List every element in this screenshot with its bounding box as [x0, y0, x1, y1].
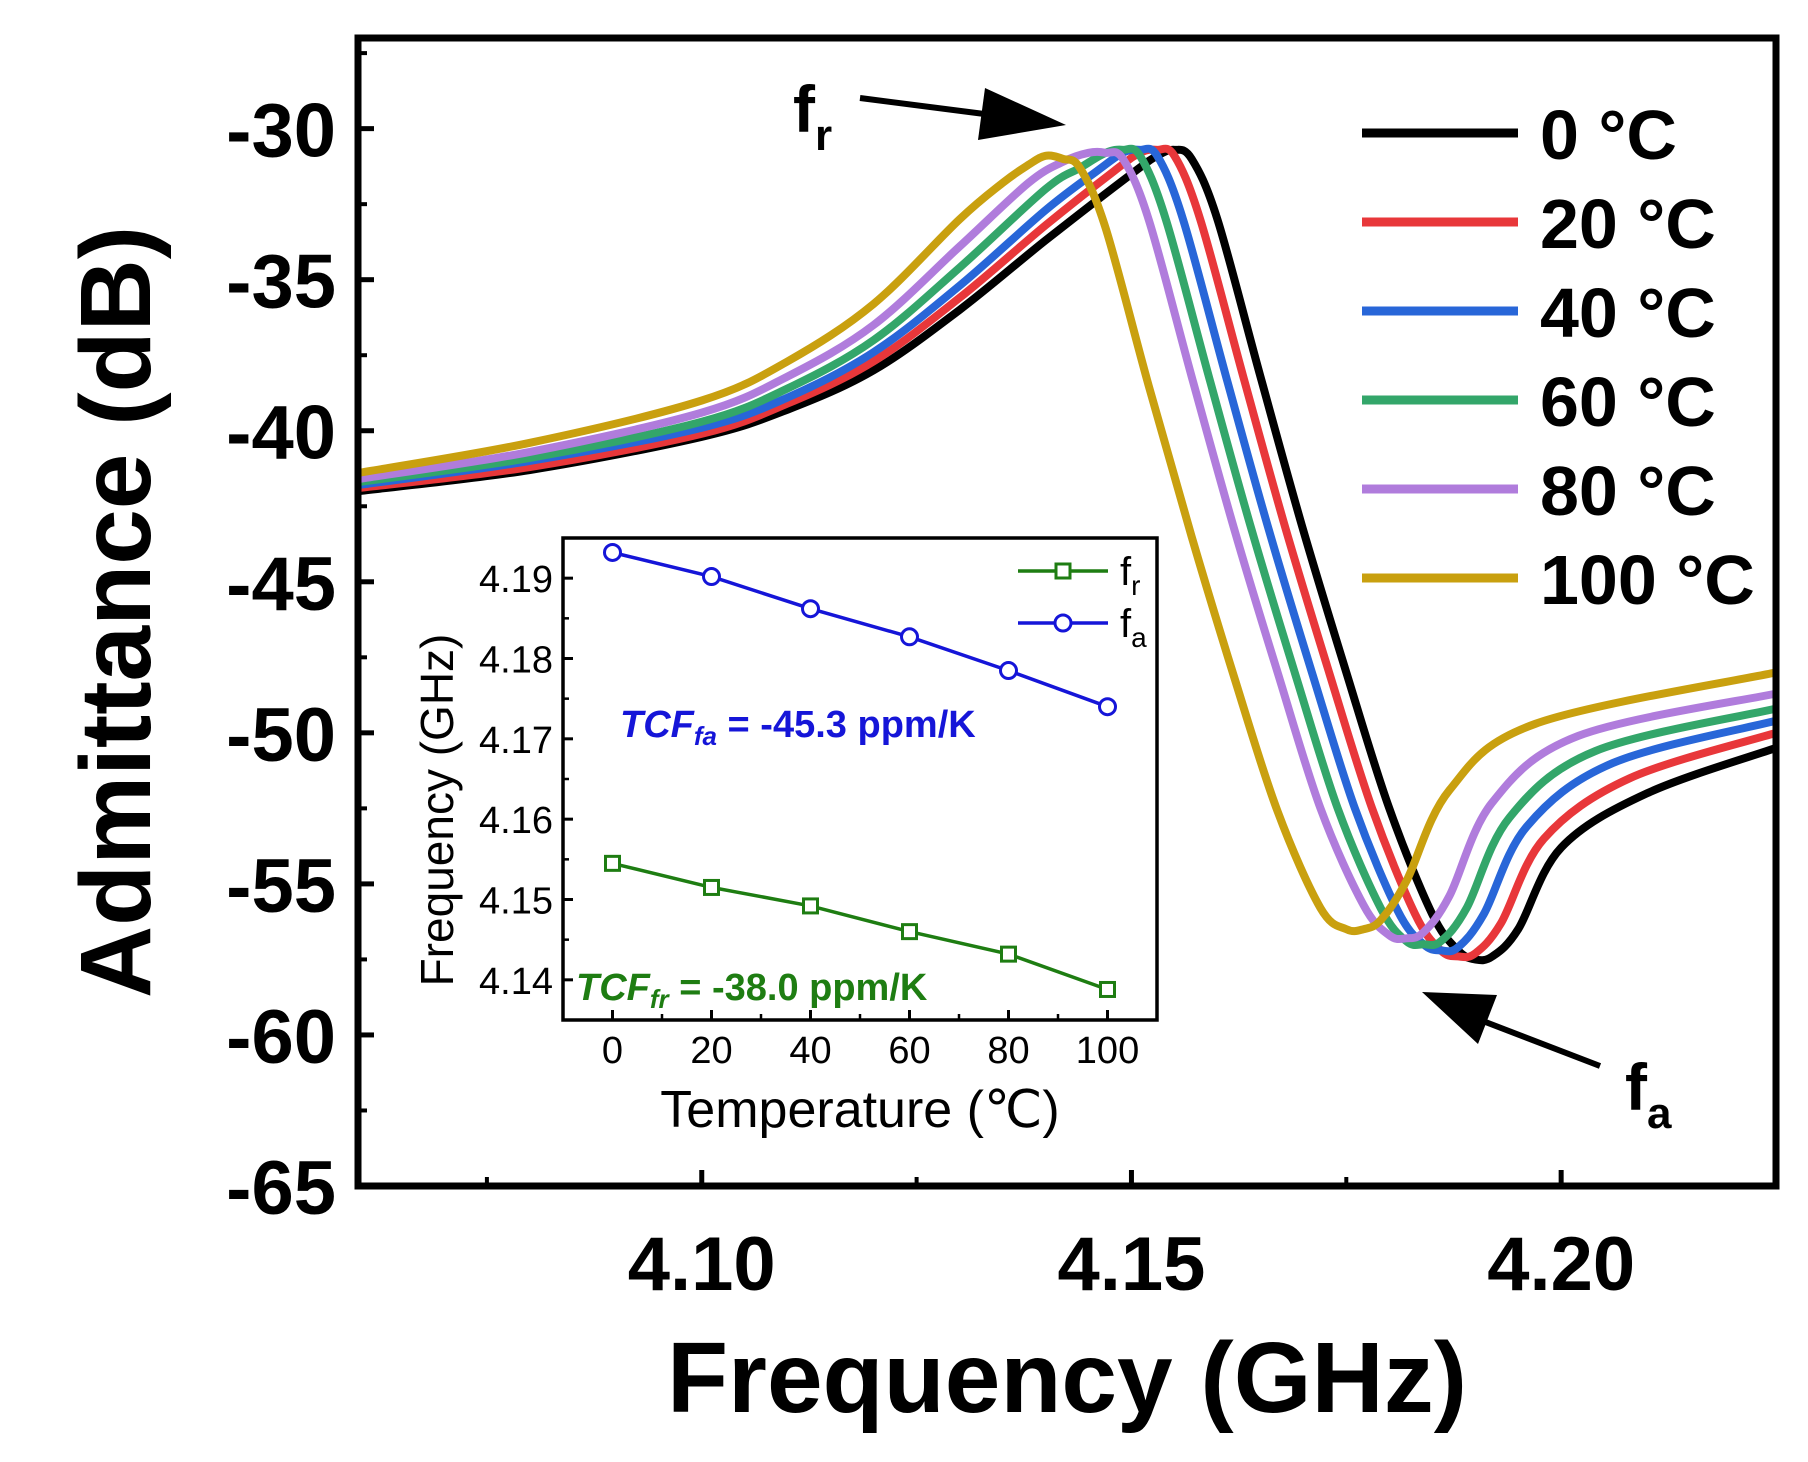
fr-arrow-shaft — [859, 95, 1001, 119]
main-x-axis-label: Frequency (GHz) — [667, 1322, 1467, 1434]
inset-axis-ticks: 4.14 4.15 4.16 4.17 4.18 4.19 0 20 40 60 80 100 — [479, 536, 1159, 1072]
fr-arrow-head — [978, 88, 1066, 140]
inset-x-tick-label: 40 — [789, 1030, 831, 1072]
y-tick-label: -40 — [226, 391, 336, 476]
legend-label-0: 0 °C — [1540, 96, 1677, 174]
series-line-0 — [358, 145, 1776, 965]
inset-y-tick-label: 4.16 — [479, 800, 553, 842]
x-tick-label: 4.15 — [1057, 1222, 1205, 1307]
fr-annotation-label: f — [793, 72, 816, 146]
inset-x-tick-label: 100 — [1076, 1030, 1139, 1072]
legend-label-2: 40 °C — [1540, 274, 1716, 352]
fa-annotation-subscript: a — [1647, 1089, 1672, 1138]
inset-y-axis-label: Frequency (GHz) — [411, 634, 463, 987]
svg-text:fa: fa — [1625, 1050, 1672, 1138]
inset-x-axis-label: Temperature (℃) — [660, 1081, 1059, 1139]
legend-label-1: 20 °C — [1540, 185, 1716, 263]
legend-label-3: 60 °C — [1540, 363, 1716, 441]
fa-annotation-label: f — [1625, 1050, 1648, 1124]
main-axis-ticks: -30 -35 -40 -45 -50 -55 -60 -65 4.10 4.15 4.20 — [226, 51, 1635, 1307]
inset-marker-circle — [702, 567, 721, 587]
inset-series-line-1 — [612, 550, 1109, 709]
inset-marker-square — [703, 878, 720, 896]
fa-arrow-head — [1422, 992, 1497, 1044]
inset-y-tick-label: 4.17 — [479, 720, 553, 762]
fr-annotation-subscript: r — [815, 111, 832, 160]
y-tick-label: -35 — [226, 240, 336, 325]
y-tick-label: -60 — [226, 995, 336, 1080]
inset-marker-circle — [603, 542, 622, 562]
svg-text:fr: fr — [793, 72, 832, 160]
tcf-fa-annotation: TCFfa = -45.3 ppm/K — [620, 704, 976, 751]
x-tick-label: 4.10 — [628, 1222, 776, 1307]
inset-y-tick-label: 4.18 — [479, 640, 553, 682]
inset-y-tick-label: 4.19 — [479, 559, 553, 601]
y-tick-label: -50 — [226, 693, 336, 778]
y-tick-label: -55 — [226, 844, 336, 929]
legend: 0 °C 20 °C 40 °C 60 °C 80 °C 100 °C — [1362, 96, 1755, 619]
fa-annotation: fa — [1422, 992, 1672, 1138]
inset-x-tick-label: 60 — [888, 1030, 930, 1072]
inset-legend-marker-circle — [1053, 613, 1073, 633]
tcf-fr-annotation: TCFfr = -38.0 ppm/K — [576, 967, 928, 1014]
inset-legend-marker-square — [1054, 562, 1072, 580]
inset-marker-circle — [900, 627, 919, 647]
series-line-2 — [358, 144, 1776, 956]
y-tick-label: -65 — [226, 1146, 336, 1231]
x-tick-label: 4.20 — [1487, 1222, 1635, 1307]
inset-series-group — [603, 542, 1117, 998]
inset-y-tick-label: 4.14 — [479, 961, 553, 1003]
inset-marker-square — [1099, 980, 1116, 998]
series-line-4 — [358, 147, 1776, 944]
inset-marker-square — [802, 897, 819, 915]
main-plot-frame — [354, 34, 1780, 1190]
inset-marker-circle — [801, 599, 820, 619]
legend-label-5: 100 °C — [1540, 541, 1755, 619]
series-line-1 — [358, 144, 1776, 962]
inset-marker-circle — [999, 661, 1018, 681]
inset-background — [563, 538, 1157, 1020]
main-series-group — [358, 144, 1776, 965]
inset-series-line-0 — [612, 861, 1109, 992]
legend-label-4: 80 °C — [1540, 452, 1716, 530]
inset-marker-square — [901, 923, 918, 941]
fr-annotation: fr — [793, 72, 1066, 160]
y-tick-label: -45 — [226, 542, 336, 627]
inset-marker-square — [1000, 945, 1017, 963]
fa-arrow-shaft — [1473, 1015, 1602, 1069]
y-tick-label: -30 — [226, 89, 336, 174]
inset-x-tick-label: 80 — [987, 1030, 1029, 1072]
inset-y-tick-label: 4.15 — [479, 881, 553, 923]
inset-x-tick-label: 20 — [690, 1030, 732, 1072]
series-line-3 — [358, 144, 1776, 950]
inset-marker-square — [604, 854, 621, 872]
series-line-5 — [358, 151, 1776, 936]
inset-x-tick-label: 0 — [602, 1030, 623, 1072]
main-y-axis-label: Admittance (dB) — [60, 226, 172, 998]
inset-marker-circle — [1098, 697, 1117, 717]
